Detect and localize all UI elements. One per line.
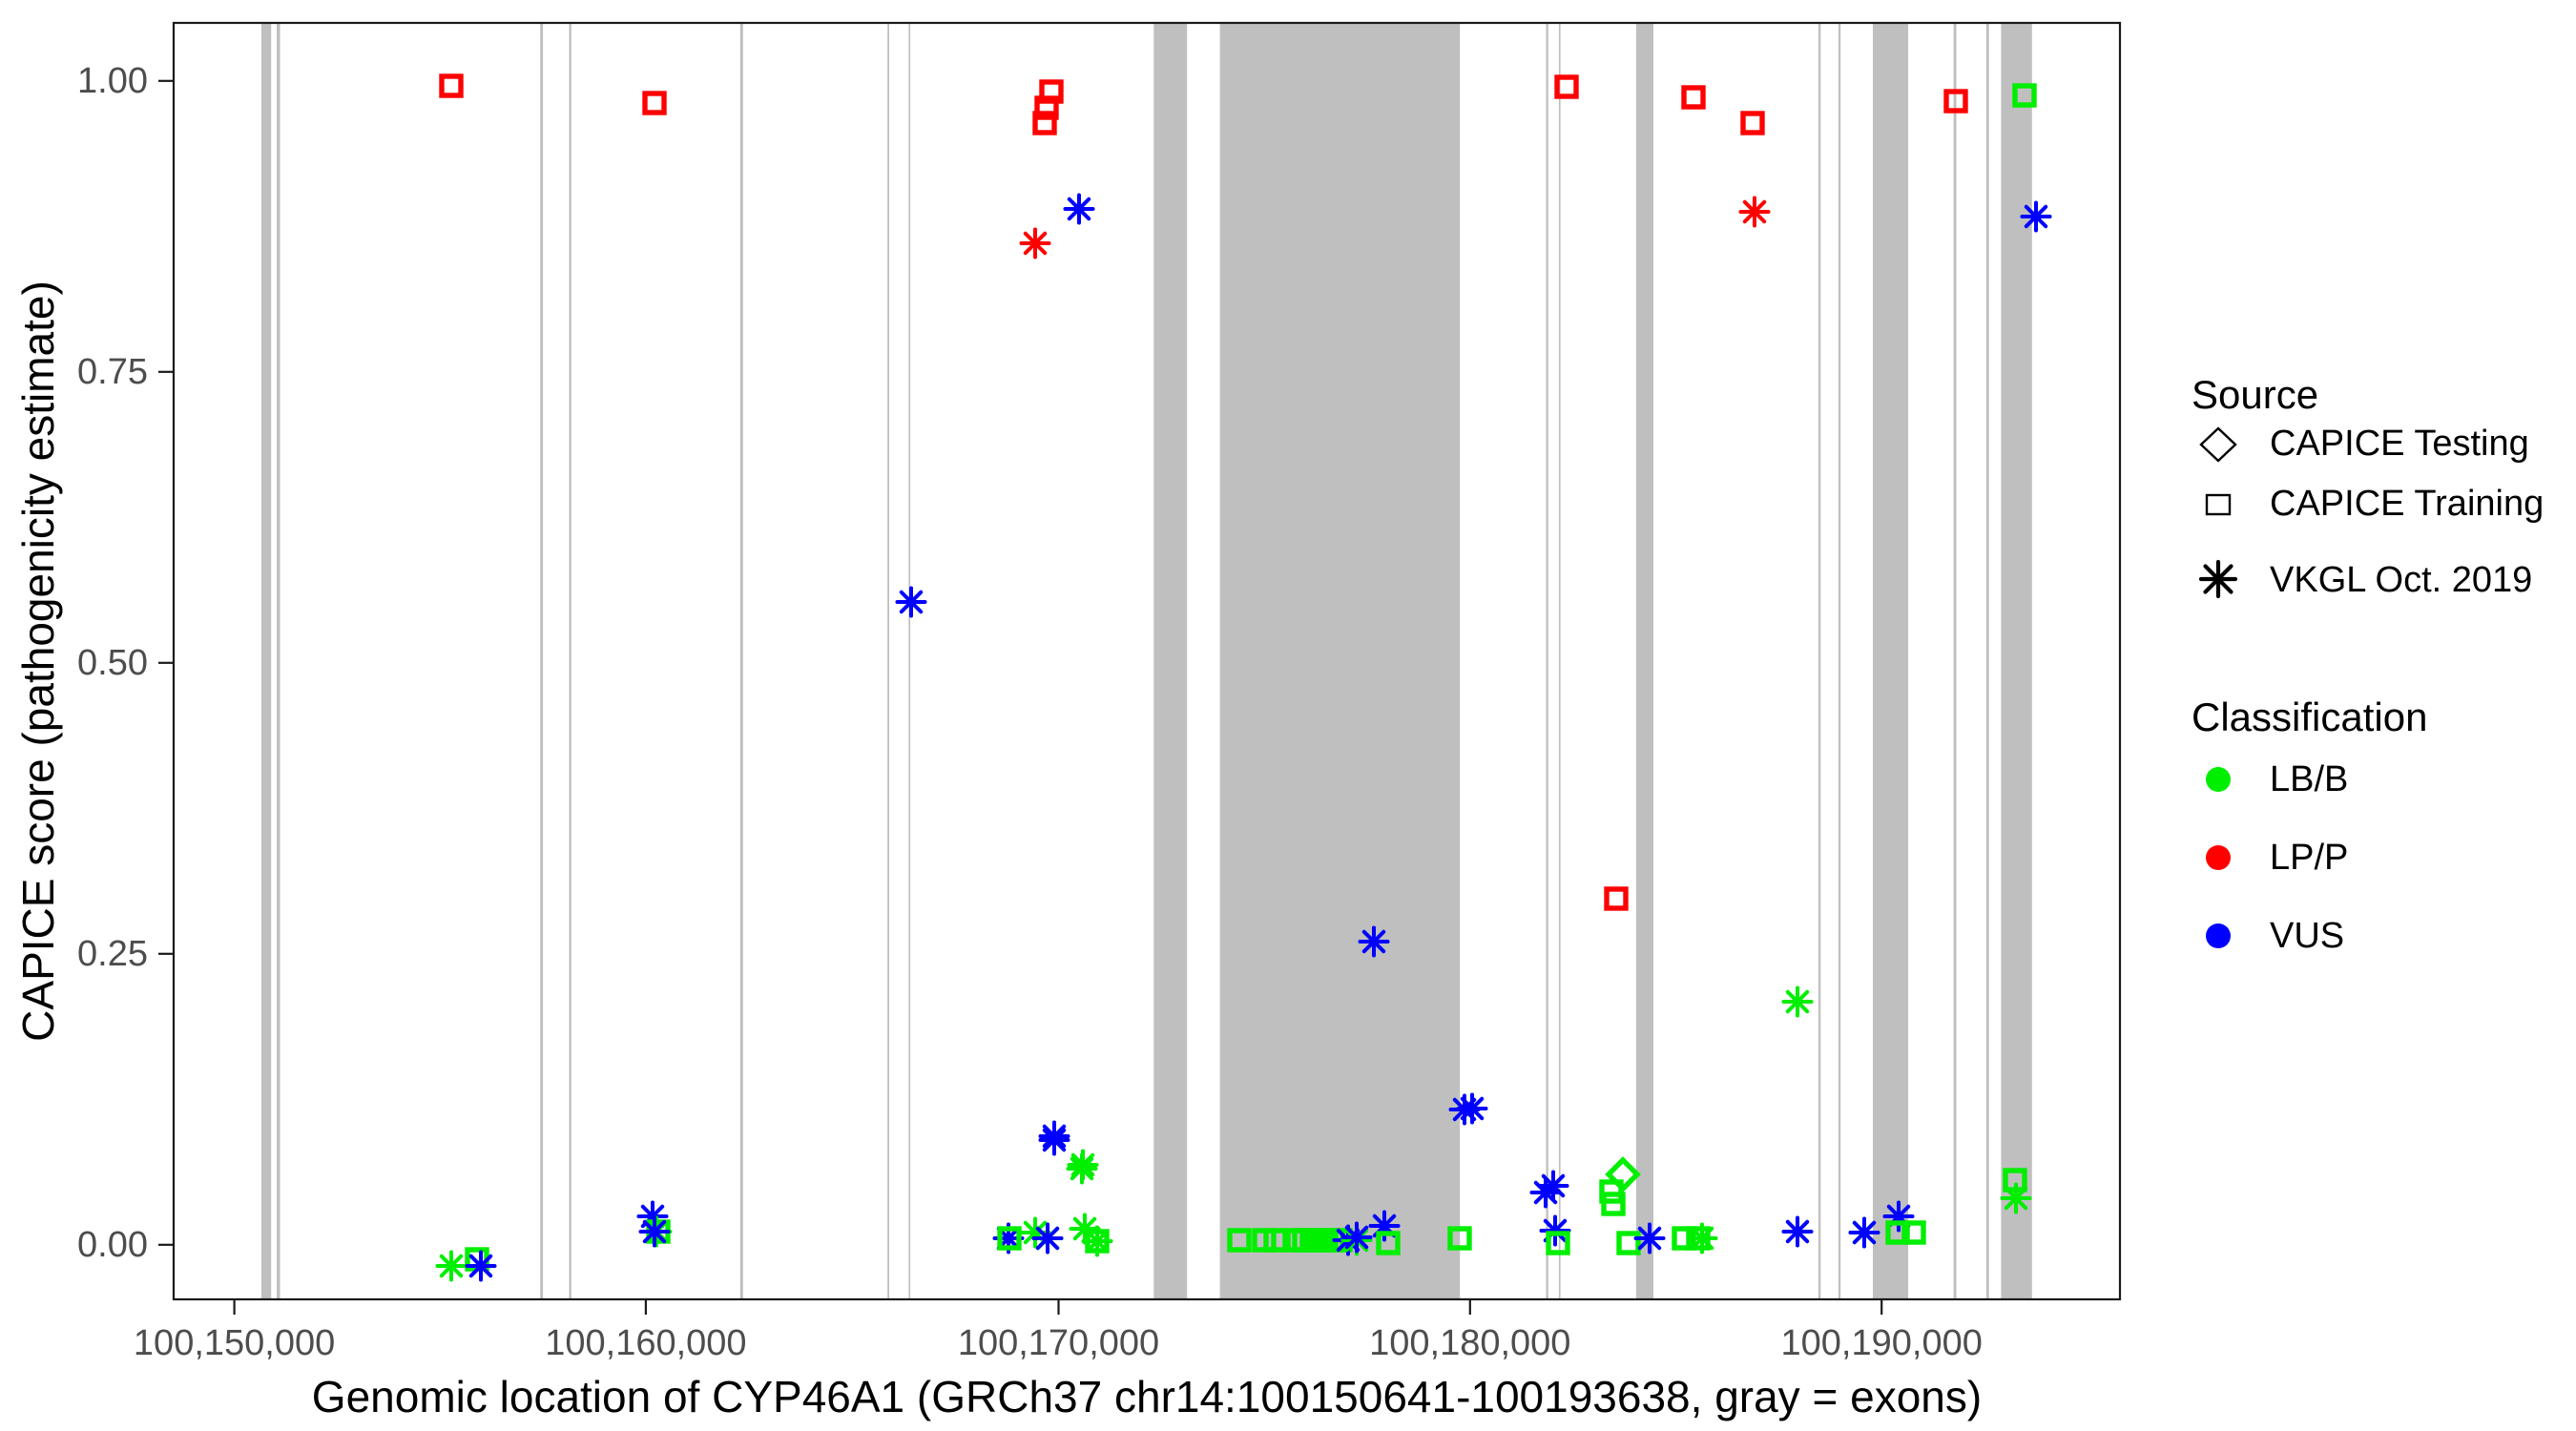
- svg-text:0.25: 0.25: [77, 934, 148, 974]
- svg-text:CAPICE score (pathogenicity es: CAPICE score (pathogenicity estimate): [13, 280, 63, 1042]
- svg-text:LP/P: LP/P: [2270, 838, 2348, 878]
- svg-text:100,190,000: 100,190,000: [1781, 1323, 1983, 1363]
- svg-text:LB/B: LB/B: [2270, 759, 2348, 799]
- svg-text:0.50: 0.50: [77, 643, 148, 683]
- svg-text:0.00: 0.00: [77, 1225, 148, 1265]
- svg-text:CAPICE Testing: CAPICE Testing: [2270, 424, 2529, 464]
- svg-text:Genomic location of CYP46A1 (G: Genomic location of CYP46A1 (GRCh37 chr1…: [312, 1372, 1982, 1421]
- svg-text:Source: Source: [2192, 372, 2318, 417]
- svg-text:VKGL Oct. 2019: VKGL Oct. 2019: [2270, 560, 2532, 600]
- svg-text:100,170,000: 100,170,000: [958, 1323, 1159, 1363]
- svg-text:Classification: Classification: [2192, 695, 2427, 739]
- svg-text:100,150,000: 100,150,000: [134, 1323, 335, 1363]
- svg-text:100,160,000: 100,160,000: [545, 1323, 746, 1363]
- svg-text:CAPICE Training: CAPICE Training: [2270, 484, 2544, 524]
- svg-text:0.75: 0.75: [77, 352, 148, 392]
- svg-text:100,180,000: 100,180,000: [1369, 1323, 1570, 1363]
- svg-text:VUS: VUS: [2270, 916, 2344, 956]
- svg-text:1.00: 1.00: [77, 61, 148, 101]
